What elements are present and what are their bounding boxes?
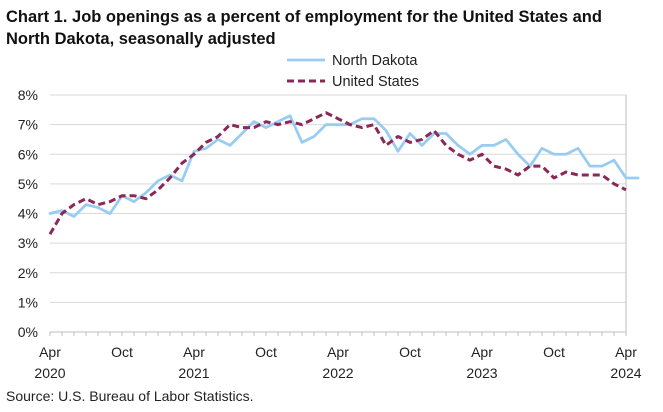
source-note: Source: U.S. Bureau of Labor Statistics. (6, 388, 254, 404)
legend-label-north-dakota: North Dakota (332, 53, 418, 69)
y-tick-label: 8% (18, 87, 38, 103)
x-tick-label-month: Oct (111, 344, 133, 360)
x-tick-label-month: Oct (399, 344, 421, 360)
y-tick-label: 3% (18, 235, 38, 251)
x-tick-label-month: Apr (183, 344, 205, 360)
x-tick-label-month: Oct (543, 344, 565, 360)
series-lines (48, 111, 640, 235)
x-tick-label-year: 2020 (34, 365, 65, 381)
y-tick-label: 5% (18, 176, 38, 192)
y-tick-label: 4% (18, 206, 38, 222)
y-axis-labels: 0% 1% 2% 3% 4% 5% 6% 7% 8% (18, 87, 38, 340)
x-tick-label-year: 2023 (466, 365, 497, 381)
axes (49, 95, 627, 336)
x-tick-label-month: Apr (471, 344, 493, 360)
y-tick-label: 7% (18, 117, 38, 133)
legend-label-united-states: United States (332, 74, 419, 90)
y-tick-label: 6% (18, 146, 38, 162)
x-tick-label-month: Oct (255, 344, 277, 360)
x-tick-label-month: Apr (39, 344, 61, 360)
chart-title: Chart 1. Job openings as a percent of em… (6, 8, 602, 48)
x-tick-label-year: 2021 (178, 365, 209, 381)
x-tick-label-month: Apr (327, 344, 349, 360)
y-tick-label: 0% (18, 324, 38, 340)
y-tick-label: 1% (18, 294, 38, 310)
x-axis-labels: Apr 2020 Oct Apr 2021 Oct Apr 2022 Oct Apr 2023 Oct… (34, 344, 641, 381)
x-tick-label-year: 2022 (322, 365, 353, 381)
y-tick-label: 2% (18, 265, 38, 281)
legend: North Dakota United States (287, 53, 419, 90)
series-line-north-dakota (48, 114, 640, 218)
x-tick-label-month: Apr (615, 344, 637, 360)
x-tick-label-year: 2024 (610, 365, 641, 381)
series-line-united-states (48, 111, 627, 235)
